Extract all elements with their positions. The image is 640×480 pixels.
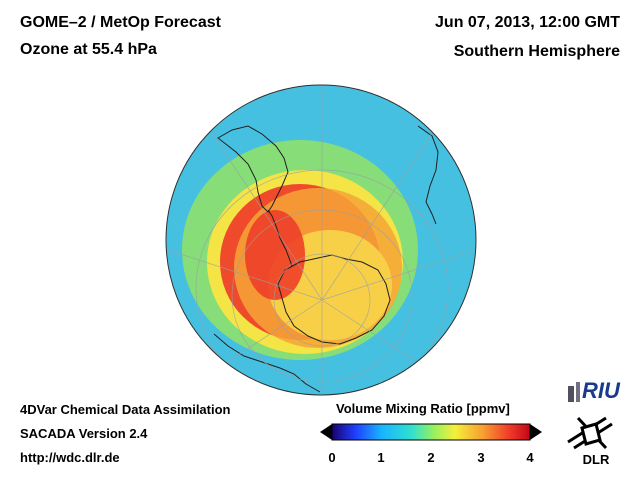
- version-label: SACADA Version 2.4: [20, 426, 148, 441]
- colorbar-tick: 2: [427, 450, 435, 465]
- hemisphere-label: Southern Hemisphere: [453, 43, 620, 60]
- africa-coastline: [417, 125, 439, 225]
- variable-title: Ozone at 55.4 hPa: [20, 41, 157, 58]
- svg-text:RIU: RIU: [582, 378, 621, 403]
- colorbar-tick: 0: [328, 450, 336, 465]
- australia-coastline: [213, 333, 321, 393]
- colorbar-tick: 4: [526, 450, 534, 465]
- product-title: GOME–2 / MetOp Forecast: [20, 14, 221, 31]
- colorbar-gradient: [331, 423, 531, 441]
- colorbar-low-arrow: [320, 424, 332, 440]
- website-link[interactable]: http://wdc.dlr.de: [20, 450, 120, 465]
- colorbar-tick: 1: [377, 450, 385, 465]
- south-america-coastline: [217, 125, 289, 213]
- ozone-map: [165, 84, 477, 396]
- riu-logo: RIU: [568, 378, 621, 403]
- colorbar-title: Volume Mixing Ratio [ppmv]: [336, 401, 510, 416]
- svg-text:DLR: DLR: [583, 452, 610, 467]
- colorbar-tick: 3: [477, 450, 485, 465]
- colorbar: [320, 423, 542, 441]
- dlr-logo: DLR: [567, 416, 613, 467]
- forecast-datetime: Jun 07, 2013, 12:00 GMT: [435, 14, 620, 31]
- method-label: 4DVar Chemical Data Assimilation: [20, 402, 231, 417]
- colorbar-high-arrow: [530, 424, 542, 440]
